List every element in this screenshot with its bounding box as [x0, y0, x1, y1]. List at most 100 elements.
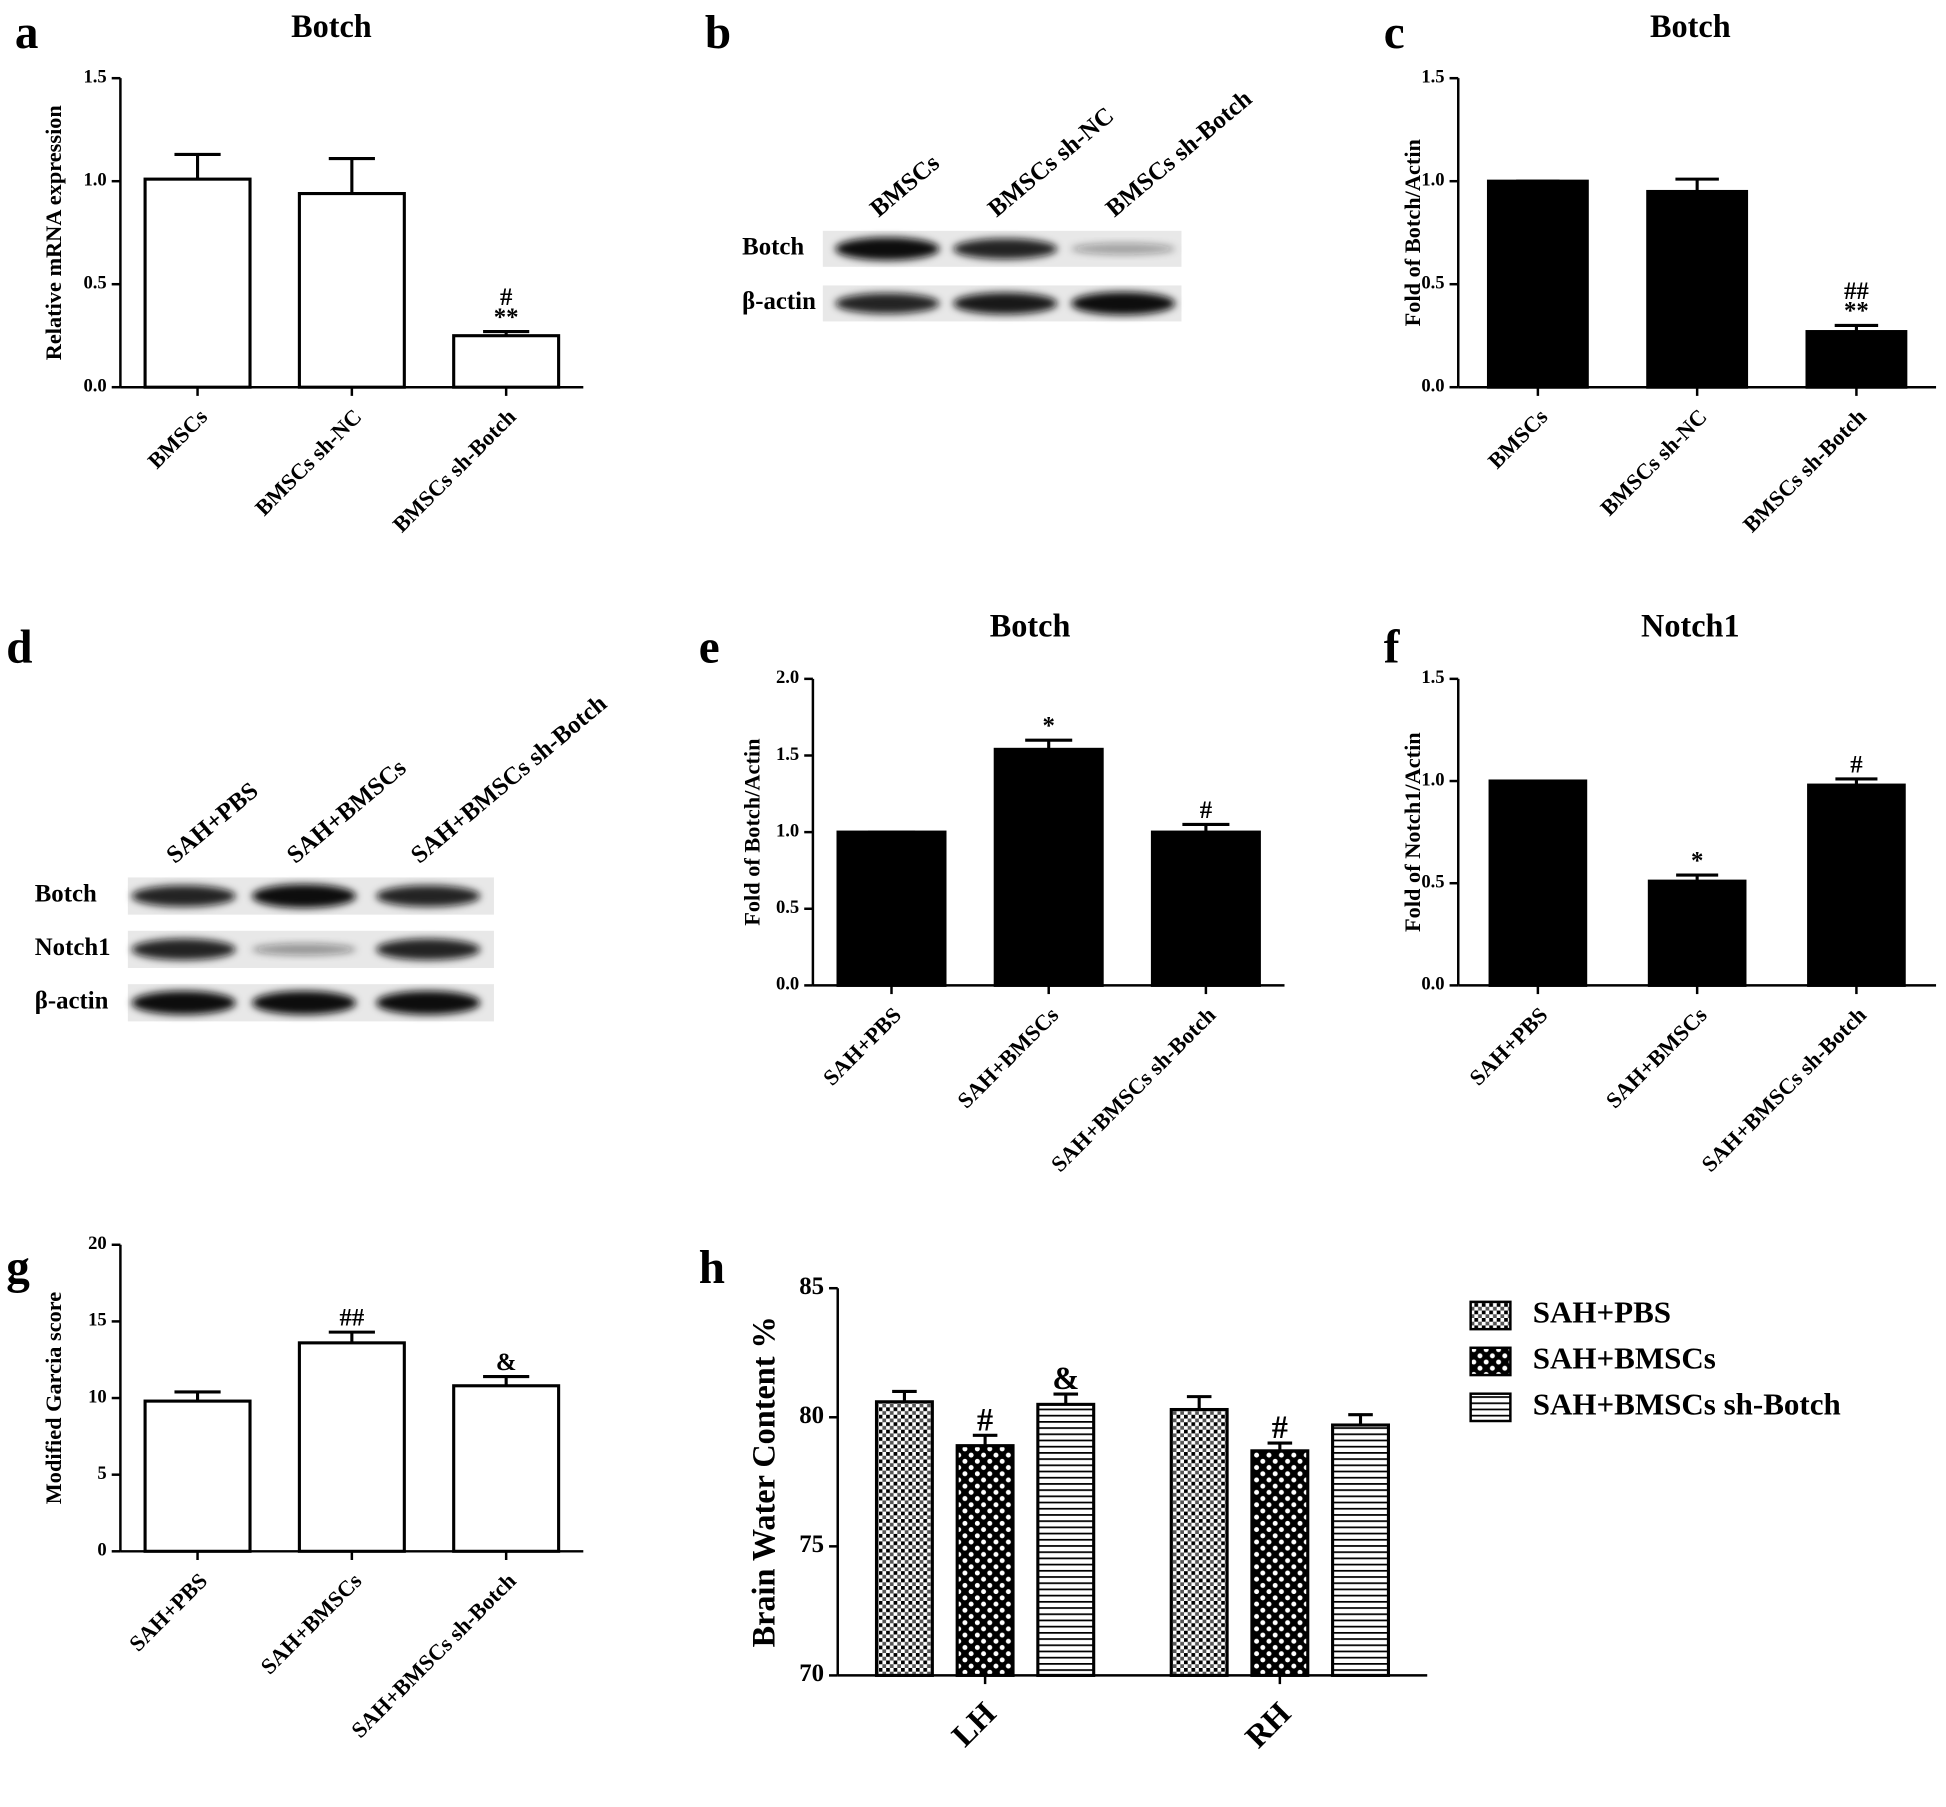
legend-swatch — [1469, 1300, 1512, 1331]
blot-band — [131, 885, 236, 907]
y-tick-label: 0.0 — [1421, 974, 1444, 995]
row-label: β-actin — [742, 288, 816, 315]
y-tick-label: 0.0 — [1421, 375, 1444, 396]
lane-label: SAH+PBS — [161, 777, 263, 869]
y-axis-label: Brain Water Content % — [745, 1316, 781, 1647]
panel-label: h — [699, 1242, 725, 1294]
lane-label: BMSCs — [865, 149, 945, 222]
bar — [143, 177, 252, 389]
bar — [993, 747, 1104, 987]
x-tick-label: SAH+BMSCs — [1601, 1002, 1712, 1113]
significance-mark: # — [1850, 751, 1863, 778]
lane-label: BMSCs sh-NC — [983, 102, 1119, 222]
bar — [1805, 330, 1908, 389]
panel-label: e — [699, 621, 720, 673]
y-tick-label: 1.5 — [1421, 66, 1444, 87]
significance-mark: * — [1691, 847, 1703, 874]
blot-band — [251, 943, 357, 956]
significance-mark: ## — [339, 1304, 364, 1331]
bar — [1036, 1402, 1096, 1677]
lane-label: SAH+BMSCs sh-Botch — [406, 690, 612, 869]
panel-label: g — [6, 1242, 30, 1294]
y-tick-label: 1.0 — [83, 169, 106, 190]
blot-band — [251, 884, 357, 908]
bar — [1150, 830, 1261, 987]
significance-mark: # — [1200, 797, 1213, 824]
chart-title: Notch1 — [1641, 608, 1740, 644]
significance-mark: ** — [494, 304, 519, 331]
y-axis-label: Relative mRNA expression — [41, 105, 66, 361]
y-tick-label: 1.0 — [1421, 169, 1444, 190]
y-tick-label: 20 — [88, 1233, 107, 1254]
bar — [143, 1399, 252, 1553]
row-label: Botch — [742, 234, 804, 261]
bar — [297, 1341, 406, 1553]
x-tick-label: SAH+BMSCs — [952, 1002, 1063, 1113]
bar — [955, 1444, 1015, 1677]
x-tick-label: BMSCs — [1483, 404, 1553, 474]
x-tick-label: SAH+PBS — [124, 1568, 212, 1656]
blot-band — [953, 292, 1058, 315]
chart-title: Botch — [1650, 8, 1731, 44]
blot-band — [1071, 291, 1176, 315]
significance-mark: # — [500, 284, 513, 311]
bar — [1488, 779, 1588, 987]
bar — [452, 334, 561, 389]
bar — [1486, 179, 1589, 389]
y-axis-label: Fold of Botch/Actin — [740, 738, 765, 926]
y-axis-label: Modified Garcia score — [41, 1292, 66, 1505]
x-tick-label: SAH+BMSCs sh-Botch — [1697, 1002, 1872, 1177]
panel-label: c — [1384, 7, 1405, 59]
y-tick-label: 0.5 — [1421, 272, 1444, 293]
chart-title: Botch — [990, 608, 1071, 644]
panel-label: f — [1384, 621, 1401, 673]
y-tick-label: 75 — [799, 1531, 824, 1558]
blot-band — [131, 938, 236, 961]
bar — [1807, 783, 1906, 987]
x-tick-label: BMSCs sh-Botch — [1738, 404, 1871, 537]
y-tick-label: 1.0 — [1421, 769, 1444, 790]
y-tick-label: 1.5 — [1421, 667, 1444, 688]
significance-mark: ## — [1844, 278, 1869, 305]
y-tick-label: 0.5 — [83, 272, 106, 293]
y-tick-label: 0.0 — [83, 375, 106, 396]
bar — [874, 1400, 934, 1677]
y-tick-label: 0.5 — [1421, 871, 1444, 892]
panel-label: d — [6, 621, 32, 673]
significance-mark: & — [1052, 1360, 1079, 1396]
lane-label: BMSCs sh-Botch — [1101, 85, 1257, 222]
y-tick-label: 10 — [88, 1386, 107, 1407]
legend-label: SAH+BMSCs sh-Botch — [1533, 1386, 1841, 1421]
significance-mark: * — [1043, 712, 1055, 739]
y-tick-label: 0 — [97, 1540, 106, 1561]
bar — [1331, 1423, 1390, 1677]
x-tick-label: SAH+BMSCs sh-Botch — [1046, 1002, 1221, 1177]
significance-mark: ** — [1844, 298, 1869, 325]
significance-mark: & — [496, 1349, 517, 1376]
x-tick-label: BMSCs sh-NC — [1595, 404, 1711, 520]
significance-mark: # — [977, 1401, 993, 1437]
x-tick-label: RH — [1238, 1695, 1298, 1755]
y-tick-label: 85 — [799, 1273, 824, 1300]
x-tick-label: SAH+BMSCs sh-Botch — [346, 1568, 521, 1743]
panel-label: b — [705, 7, 731, 59]
x-tick-label: SAH+PBS — [818, 1002, 906, 1090]
y-tick-label: 2.0 — [776, 667, 799, 688]
legend-label: SAH+BMSCs — [1533, 1341, 1716, 1376]
bar — [1647, 879, 1747, 987]
row-label: Botch — [35, 881, 97, 908]
x-tick-label: SAH+PBS — [1464, 1002, 1552, 1090]
x-tick-label: BMSCs — [143, 404, 213, 474]
blot-band — [835, 293, 940, 314]
bar — [297, 192, 406, 389]
bar — [836, 830, 947, 987]
blot-band — [1071, 243, 1176, 255]
significance-mark: # — [1272, 1409, 1288, 1445]
chart-title: Botch — [291, 8, 372, 44]
bar — [1646, 189, 1749, 389]
blot-band — [131, 990, 236, 1015]
y-tick-label: 1.5 — [83, 66, 106, 87]
row-label: β-actin — [35, 987, 109, 1014]
